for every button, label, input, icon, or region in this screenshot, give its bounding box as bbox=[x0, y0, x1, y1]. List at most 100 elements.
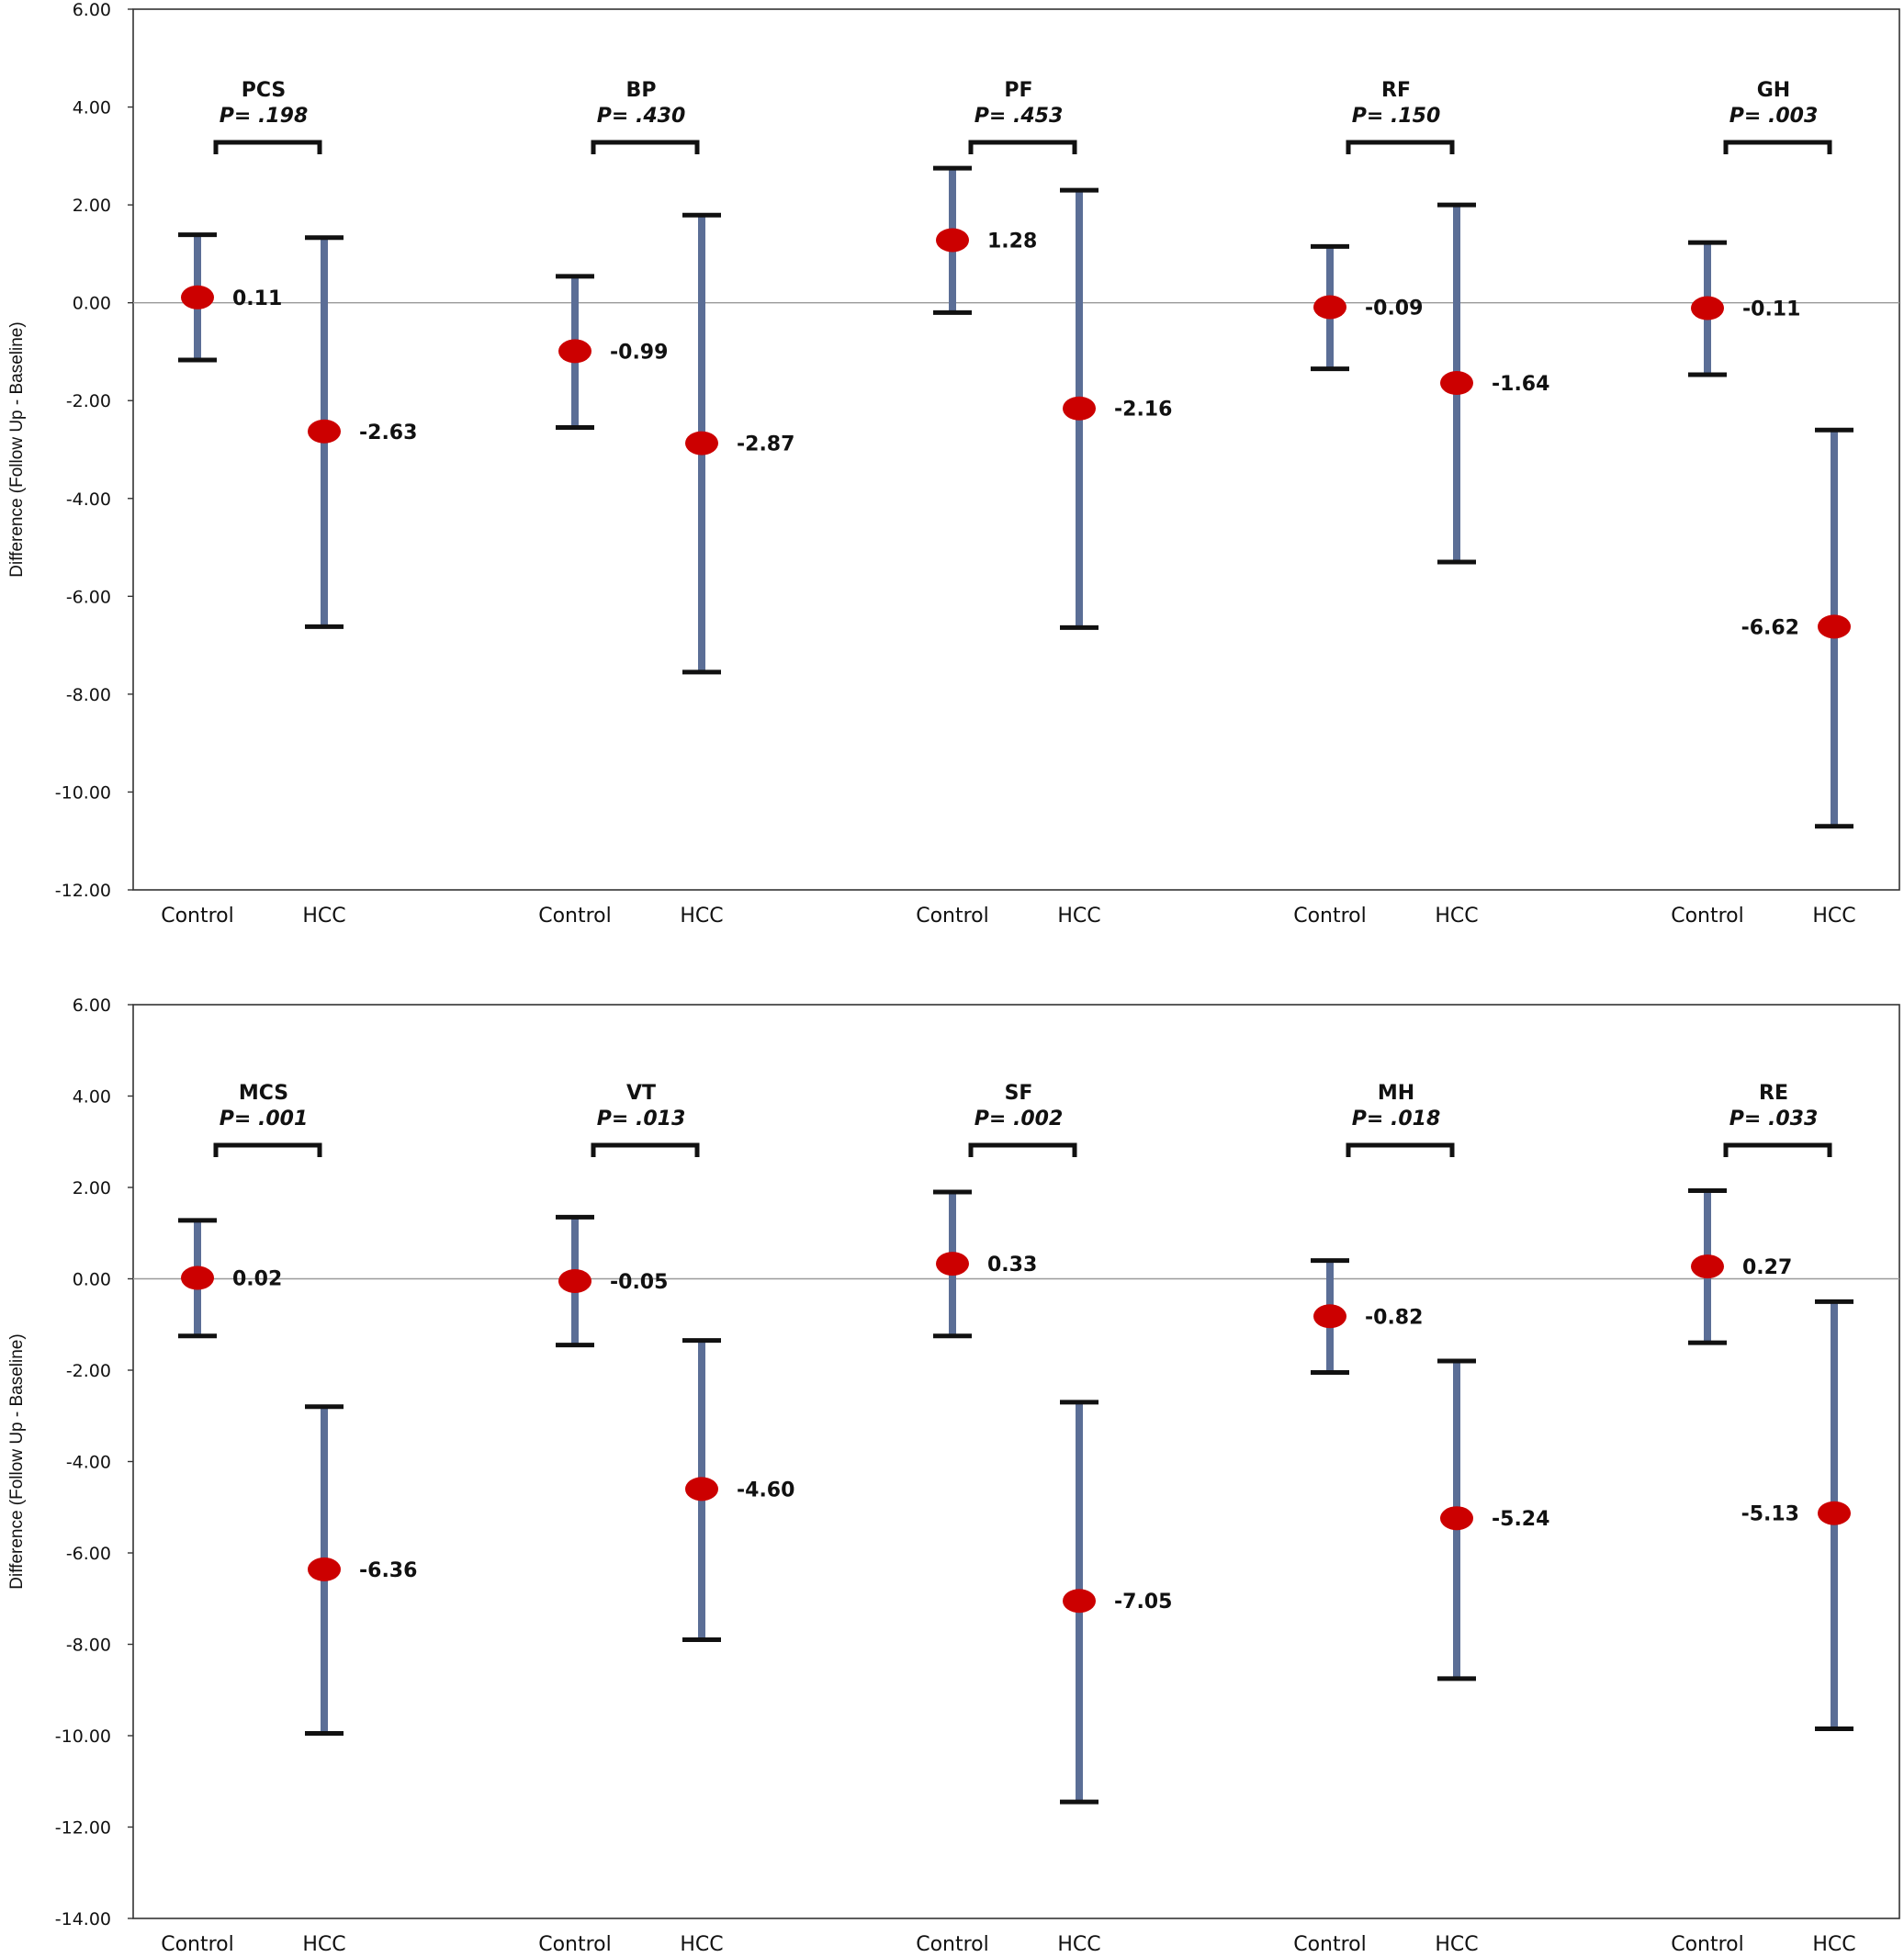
significance-bracket bbox=[591, 140, 700, 154]
y-tick-label: -4.00 bbox=[66, 489, 111, 510]
x-category-label: Control bbox=[161, 1933, 234, 1952]
y-tick-label: 0.00 bbox=[73, 1270, 111, 1290]
x-category-label: HCC bbox=[1812, 905, 1855, 928]
significance-bracket bbox=[968, 140, 1077, 154]
x-category-label: HCC bbox=[680, 905, 723, 928]
chart-panel-1: 6.00 4.00 2.00 0.00 -2.00 -4.00 -6.00 -8.00 -10.… bbox=[7, 0, 1900, 928]
mean-marker bbox=[558, 339, 591, 364]
mean-marker bbox=[308, 419, 341, 444]
p-value-label: P= .003 bbox=[1729, 105, 1819, 128]
data-label: 0.02 bbox=[232, 1268, 282, 1291]
y-tick-label: -10.00 bbox=[55, 1726, 111, 1747]
mean-marker bbox=[558, 1268, 591, 1293]
x-category-label: HCC bbox=[302, 1933, 345, 1952]
group-name: MH bbox=[1378, 1082, 1414, 1105]
p-value-label: P= .013 bbox=[597, 1108, 686, 1130]
x-category-label: HCC bbox=[1812, 1933, 1855, 1952]
significance-bracket bbox=[968, 1142, 1077, 1157]
y-tick-label: -12.00 bbox=[55, 881, 111, 901]
y-tick-label: 2.00 bbox=[73, 196, 111, 216]
data-label: -0.82 bbox=[1365, 1306, 1423, 1329]
group-pcs: PCS P= .198 0.11 Control -2.63 HCC bbox=[161, 79, 417, 928]
mean-marker bbox=[181, 1265, 214, 1290]
y-axis-title: Difference (Follow Up - Baseline) bbox=[7, 321, 27, 577]
data-label: -0.11 bbox=[1742, 298, 1800, 321]
y-tick-label: 6.00 bbox=[73, 0, 111, 20]
mean-marker bbox=[685, 1477, 718, 1501]
group-name: GH bbox=[1757, 79, 1790, 102]
data-label: -7.05 bbox=[1114, 1591, 1172, 1614]
data-label: -0.05 bbox=[610, 1271, 668, 1294]
mean-marker bbox=[936, 1252, 969, 1277]
data-label: 0.33 bbox=[987, 1254, 1037, 1277]
group-name: VT bbox=[626, 1082, 656, 1105]
mean-marker bbox=[1313, 1304, 1346, 1329]
data-label: -6.62 bbox=[1741, 616, 1799, 639]
data-label: -0.09 bbox=[1365, 297, 1423, 320]
mean-marker bbox=[308, 1557, 341, 1581]
data-label: -0.99 bbox=[610, 341, 668, 364]
data-label: 1.28 bbox=[987, 230, 1037, 253]
group-name: PF bbox=[1004, 79, 1032, 102]
mean-marker bbox=[1691, 1254, 1724, 1279]
chart-panel-2: 6.00 4.00 2.00 0.00 -2.00 -4.00 -6.00 -8.00 -10.… bbox=[7, 995, 1900, 1956]
group-name: MCS bbox=[239, 1082, 288, 1105]
x-category-label: HCC bbox=[1435, 905, 1478, 928]
y-axis-title: Difference (Follow Up - Baseline) bbox=[7, 1333, 27, 1589]
mean-marker bbox=[1818, 614, 1851, 639]
data-label: 0.11 bbox=[232, 287, 282, 310]
data-label: -5.13 bbox=[1741, 1503, 1799, 1526]
significance-bracket bbox=[1346, 1142, 1455, 1157]
mean-marker bbox=[1063, 1589, 1096, 1614]
mean-marker bbox=[1691, 296, 1724, 321]
x-category-label: HCC bbox=[680, 1933, 723, 1952]
p-value-label: P= .002 bbox=[975, 1108, 1064, 1130]
x-category-label: Control bbox=[538, 905, 612, 928]
y-tick-label: -8.00 bbox=[66, 685, 111, 705]
group-gh: GH P= .003 -0.11 Control -6.62 HCC bbox=[1671, 79, 1855, 928]
x-category-label: Control bbox=[916, 1933, 989, 1952]
x-category-label: HCC bbox=[1057, 1933, 1100, 1952]
x-category-label: Control bbox=[1293, 905, 1367, 928]
data-label: 0.27 bbox=[1742, 1256, 1792, 1279]
mean-marker bbox=[1818, 1501, 1851, 1525]
x-category-label: Control bbox=[916, 905, 989, 928]
mean-marker bbox=[685, 431, 718, 456]
mean-marker bbox=[1063, 396, 1096, 421]
group-mcs: MCS P= .001 0.02 Control -6.36 HCC bbox=[161, 1082, 417, 1956]
mean-marker bbox=[936, 228, 969, 253]
data-label: -1.64 bbox=[1492, 373, 1549, 396]
group-re: RE P= .033 0.27 Control -5.13 HCC bbox=[1671, 1082, 1855, 1956]
significance-bracket bbox=[591, 1142, 700, 1157]
y-tick-label: -2.00 bbox=[66, 1361, 111, 1381]
data-label: -2.63 bbox=[359, 422, 417, 444]
x-category-label: Control bbox=[538, 1933, 612, 1952]
group-vt: VT P= .013 -0.05 Control -4.60 HCC bbox=[538, 1082, 794, 1956]
significance-bracket bbox=[213, 140, 322, 154]
group-mh: MH P= .018 -0.82 Control -5.24 HCC bbox=[1293, 1082, 1549, 1956]
significance-bracket bbox=[213, 1142, 322, 1157]
x-category-label: Control bbox=[1671, 1933, 1744, 1952]
p-value-label: P= .150 bbox=[1352, 105, 1441, 128]
group-pf: PF P= .453 1.28 Control -2.16 HCC bbox=[916, 79, 1172, 928]
mean-marker bbox=[1440, 371, 1473, 396]
y-tick-label: -6.00 bbox=[66, 1544, 111, 1564]
p-value-label: P= .001 bbox=[220, 1108, 309, 1130]
group-name: RE bbox=[1759, 1082, 1788, 1105]
y-tick-label: -4.00 bbox=[66, 1453, 111, 1473]
y-tick-label: 4.00 bbox=[73, 98, 111, 118]
data-label: -4.60 bbox=[737, 1479, 794, 1501]
data-label: -2.16 bbox=[1114, 399, 1172, 422]
group-name: RF bbox=[1381, 79, 1411, 102]
y-tick-label: 4.00 bbox=[73, 1087, 111, 1108]
group-bp: BP P= .430 -0.99 Control -2.87 HCC bbox=[538, 79, 794, 928]
x-category-label: Control bbox=[1293, 1933, 1367, 1952]
x-category-label: HCC bbox=[302, 905, 345, 928]
p-value-label: P= .198 bbox=[220, 105, 309, 128]
plot-area-frame bbox=[132, 8, 1900, 891]
data-label: -6.36 bbox=[359, 1559, 417, 1582]
mean-marker bbox=[1440, 1506, 1473, 1531]
x-category-label: HCC bbox=[1057, 905, 1100, 928]
